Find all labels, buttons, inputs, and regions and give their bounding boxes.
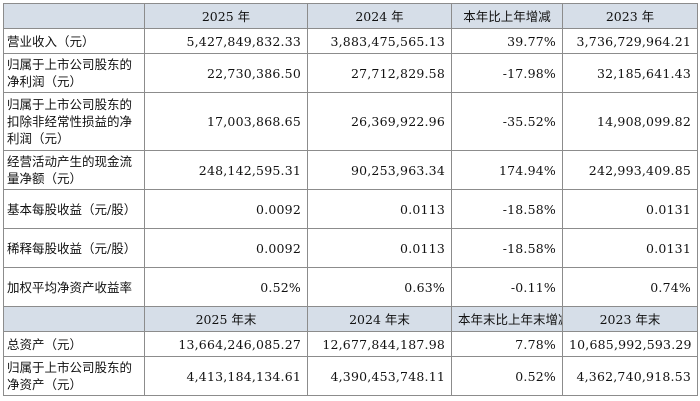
value-cell: 0.0131	[562, 228, 698, 268]
table-row: 归属于上市公司股东的扣除非经常性损益的净利润（元） 17,003,868.65 26…	[3, 92, 698, 151]
table-row: 经营活动产生的现金流量净额（元） 248,142,595.31 90,253,963…	[3, 150, 698, 190]
row-label: 总资产（元）	[3, 331, 145, 357]
row-label: 基本每股收益（元/股）	[3, 189, 145, 229]
row-label: 加权平均净资产收益率	[3, 267, 145, 307]
value-cell: 0.0092	[144, 228, 308, 268]
row-label: 归属于上市公司股东的净利润（元）	[3, 53, 145, 93]
row-label: 稀释每股收益（元/股）	[3, 228, 145, 268]
row-label: 营业收入（元）	[3, 28, 145, 54]
value-cell: 0.0113	[307, 228, 452, 268]
row-label: 经营活动产生的现金流量净额（元）	[3, 150, 145, 190]
value-cell: -17.98%	[451, 53, 563, 93]
header-blank-cell	[3, 3, 145, 29]
table-row: 归属于上市公司股东的净利润（元） 22,730,386.50 27,712,829.…	[3, 53, 698, 93]
value-cell: 22,730,386.50	[144, 53, 308, 93]
column-header: 本年末比上年末增减	[451, 306, 563, 332]
value-cell: 90,253,963.34	[307, 150, 452, 190]
header-blank-cell	[3, 306, 145, 332]
value-cell: 3,883,475,565.13	[307, 28, 452, 54]
value-cell: 7.78%	[451, 331, 563, 357]
row-label: 归属于上市公司股东的扣除非经常性损益的净利润（元）	[3, 92, 145, 151]
table-row: 营业收入（元） 5,427,849,832.33 3,883,475,565.13 3…	[3, 28, 698, 54]
value-cell: 242,993,409.85	[562, 150, 698, 190]
value-cell: 174.94%	[451, 150, 563, 190]
table-row: 加权平均净资产收益率 0.52% 0.63% -0.11% 0.74%	[3, 267, 698, 307]
value-cell: -18.58%	[451, 228, 563, 268]
value-cell: 12,677,844,187.98	[307, 331, 452, 357]
value-cell: 0.0092	[144, 189, 308, 229]
column-header: 2023 年末	[562, 306, 698, 332]
value-cell: 10,685,992,593.29	[562, 331, 698, 357]
column-header: 2024 年	[307, 3, 452, 29]
value-cell: 32,185,641.43	[562, 53, 698, 93]
column-header: 2023 年	[562, 3, 698, 29]
value-cell: 4,413,184,134.61	[144, 356, 308, 396]
financial-table-container: 2025 年 2024 年本年比上年增减 2023 年营业收入（元） 5,427,84…	[3, 3, 698, 399]
value-cell: 248,142,595.31	[144, 150, 308, 190]
value-cell: 0.74%	[562, 267, 698, 307]
value-cell: -35.52%	[451, 92, 563, 151]
column-header: 2025 年	[144, 3, 308, 29]
value-cell: 14,908,099.82	[562, 92, 698, 151]
value-cell: 27,712,829.58	[307, 53, 452, 93]
table-row: 基本每股收益（元/股） 0.0092 0.0113 -18.58% 0.0131	[3, 189, 698, 229]
column-header: 2024 年末	[307, 306, 452, 332]
column-header: 本年比上年增减	[451, 3, 563, 29]
value-cell: -18.58%	[451, 189, 563, 229]
value-cell: 4,362,740,918.53	[562, 356, 698, 396]
value-cell: 0.0131	[562, 189, 698, 229]
value-cell: 0.52%	[451, 356, 563, 396]
table-row: 稀释每股收益（元/股） 0.0092 0.0113 -18.58% 0.0131	[3, 228, 698, 268]
value-cell: 3,736,729,964.21	[562, 28, 698, 54]
financial-summary-table: 2025 年 2024 年本年比上年增减 2023 年营业收入（元） 5,427,84…	[3, 3, 698, 396]
row-label: 归属于上市公司股东的净资产（元）	[3, 356, 145, 396]
table-header-row: 2025 年末 2024 年末 本年末比上年末增减 2023 年末	[3, 306, 698, 332]
table-row: 归属于上市公司股东的净资产（元） 4,413,184,134.61 4,390,45…	[3, 356, 698, 396]
value-cell: 0.63%	[307, 267, 452, 307]
value-cell: 26,369,922.96	[307, 92, 452, 151]
value-cell: -0.11%	[451, 267, 563, 307]
table-header-row: 2025 年 2024 年本年比上年增减 2023 年	[3, 3, 698, 29]
column-header: 2025 年末	[144, 306, 308, 332]
table-row: 总资产（元） 13,664,246,085.27 12,677,844,187.98…	[3, 331, 698, 357]
value-cell: 5,427,849,832.33	[144, 28, 308, 54]
value-cell: 0.0113	[307, 189, 452, 229]
value-cell: 17,003,868.65	[144, 92, 308, 151]
value-cell: 13,664,246,085.27	[144, 331, 308, 357]
value-cell: 0.52%	[144, 267, 308, 307]
value-cell: 4,390,453,748.11	[307, 356, 452, 396]
value-cell: 39.77%	[451, 28, 563, 54]
